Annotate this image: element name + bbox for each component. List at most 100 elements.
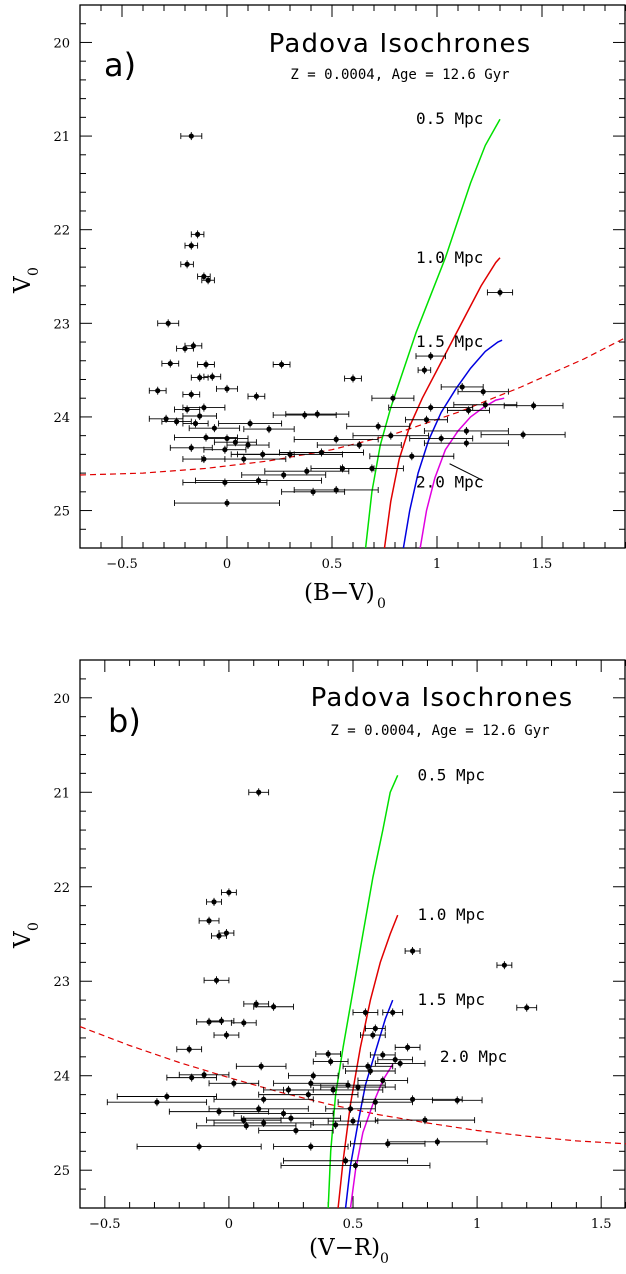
- panel-a-data-point: [167, 360, 173, 367]
- panel-a-data-point: [184, 406, 190, 413]
- panel-a-data-point: [211, 425, 217, 431]
- panel-b-data-point: [501, 962, 507, 968]
- panel-a-xlabel: (B−V): [304, 580, 375, 606]
- panel-b-data-point: [454, 1097, 460, 1103]
- panel-a-dashed-curve: [80, 336, 626, 476]
- panel-b-data-point: [405, 1044, 411, 1050]
- panel-a-data-point: [255, 477, 262, 484]
- panel-b-data-point: [352, 1162, 359, 1169]
- panel-b-data-point: [333, 1122, 339, 1128]
- panel-a-data-point: [201, 404, 207, 411]
- panel-a-data-point: [201, 273, 207, 280]
- panel-a-data-point: [195, 231, 201, 237]
- panel-a-data-point: [421, 367, 427, 373]
- panel-a-data-point: [224, 500, 230, 506]
- panel-a-x-tick-label: 1: [433, 557, 441, 572]
- panel-b-x-tick-label: 0.5: [343, 1217, 364, 1232]
- panel-a-data-point: [205, 277, 211, 283]
- panel-b-data-point: [256, 1106, 262, 1112]
- panel-a-label-pointer: [449, 463, 484, 482]
- panel-b-subtitle: Z = 0.0004, Age = 12.6 Gyr: [330, 723, 549, 739]
- panel-a-data-point: [197, 413, 203, 419]
- panel-b-data-point: [434, 1139, 440, 1145]
- panel-a-data-point: [253, 393, 259, 399]
- panel-b-y-tick-label: 21: [53, 786, 70, 801]
- panel-a-axes-frame: [79, 4, 626, 549]
- panel-a-data-point: [369, 465, 375, 472]
- panel-b-data-point: [380, 1077, 386, 1084]
- panel-b-xlabel: (V−R): [309, 1235, 380, 1261]
- panel-b-data-point: [164, 1093, 170, 1100]
- panel-b-ylabel: V: [10, 931, 36, 949]
- panel-b-data-point: [231, 1080, 237, 1086]
- panel-a-data-point: [163, 416, 169, 422]
- panel-b-axes-frame: [79, 659, 626, 1209]
- panel-b-isochrone-label-15: 1.5 Mpc: [418, 990, 485, 1009]
- panel-a-data-point: [438, 435, 444, 442]
- panel-a-data-point: [423, 417, 430, 423]
- panel-b-data-point: [288, 1115, 294, 1121]
- panel-a-title: Padova Isochrones: [269, 29, 532, 59]
- panel-b-data-point: [293, 1127, 299, 1134]
- panel-b-x-tick-label: 1: [473, 1217, 481, 1232]
- panel-a-data-point: [302, 412, 308, 418]
- panel-a-letter: a): [104, 46, 136, 84]
- panel-b-data-point: [355, 1084, 361, 1090]
- panel-b-letter: b): [108, 702, 141, 740]
- panel-b-data-point: [223, 930, 230, 936]
- panel-a-data-point: [463, 428, 469, 434]
- panel-b-data-point: [422, 1117, 428, 1123]
- panel-a-data-point: [314, 411, 320, 417]
- panel-b-y-tick-label: 23: [53, 975, 70, 990]
- panel-b-data-point: [342, 1158, 349, 1164]
- panel-a-data-point: [279, 361, 285, 368]
- panel-a-data-point: [531, 403, 537, 409]
- panel-b-data-point: [372, 1025, 378, 1032]
- panel-a-subtitle: Z = 0.0004, Age = 12.6 Gyr: [290, 67, 509, 83]
- panel-a-x-tick-label: −0.5: [106, 557, 138, 572]
- panel-b-data-point: [196, 1143, 202, 1150]
- panel-b-data-point: [154, 1099, 160, 1105]
- panel-a-data-point: [192, 420, 199, 427]
- panel-b-data-point: [367, 1068, 373, 1074]
- panel-b-y-tick-label: 24: [53, 1070, 70, 1085]
- panel-a-data-point: [188, 445, 194, 451]
- panel-a-data-point: [318, 449, 325, 456]
- panel-a-ylabel: V: [10, 276, 36, 294]
- panel-a-x-tick-label: 0: [223, 557, 231, 572]
- panel-b-x-tick-label: −0.5: [89, 1217, 121, 1232]
- panel-a-data-point: [188, 243, 194, 249]
- panel-a-data-point: [174, 419, 180, 425]
- panel-a-data-point: [184, 261, 190, 267]
- panel-a-y-tick-label: 20: [53, 36, 70, 51]
- panel-b-data-point: [310, 1073, 316, 1079]
- panel-a-data-point: [182, 345, 188, 352]
- panel-a-x-tick-label: 1.5: [532, 557, 553, 572]
- panel-a-data-point: [281, 472, 287, 478]
- panel-b-data-point: [186, 1046, 192, 1052]
- panel-b-data-point: [347, 1106, 354, 1112]
- panel-b-data-point: [261, 1096, 267, 1102]
- panel-b-data-point: [206, 918, 212, 924]
- panel-a-data-point: [203, 361, 209, 368]
- panel-b-isochrone-20: [349, 1064, 394, 1208]
- panel-a-data-point: [428, 404, 434, 411]
- panel-b-data-point: [350, 1118, 356, 1124]
- panel-b-data-point: [380, 1052, 386, 1058]
- panel-b-data-point: [213, 977, 220, 983]
- panel-a-data-point: [241, 456, 247, 462]
- panel-a-data-point: [197, 375, 203, 381]
- panel-b-data-point: [308, 1143, 314, 1150]
- panel-a-data-point: [310, 489, 316, 495]
- panel-b-data-point: [243, 1123, 249, 1129]
- panel-b-data-point: [211, 899, 217, 905]
- panel-b-data-point: [305, 1092, 311, 1098]
- panel-a-data-point: [287, 451, 293, 457]
- panel-a-data-point: [333, 487, 339, 493]
- panel-a-data-point: [459, 384, 465, 390]
- panel-b-data-point: [397, 1060, 403, 1067]
- panel-b-isochrone-label-20: 2.0 Mpc: [440, 1047, 507, 1066]
- panel-b-data-point: [362, 1009, 369, 1016]
- panel-a-data-point: [428, 353, 434, 359]
